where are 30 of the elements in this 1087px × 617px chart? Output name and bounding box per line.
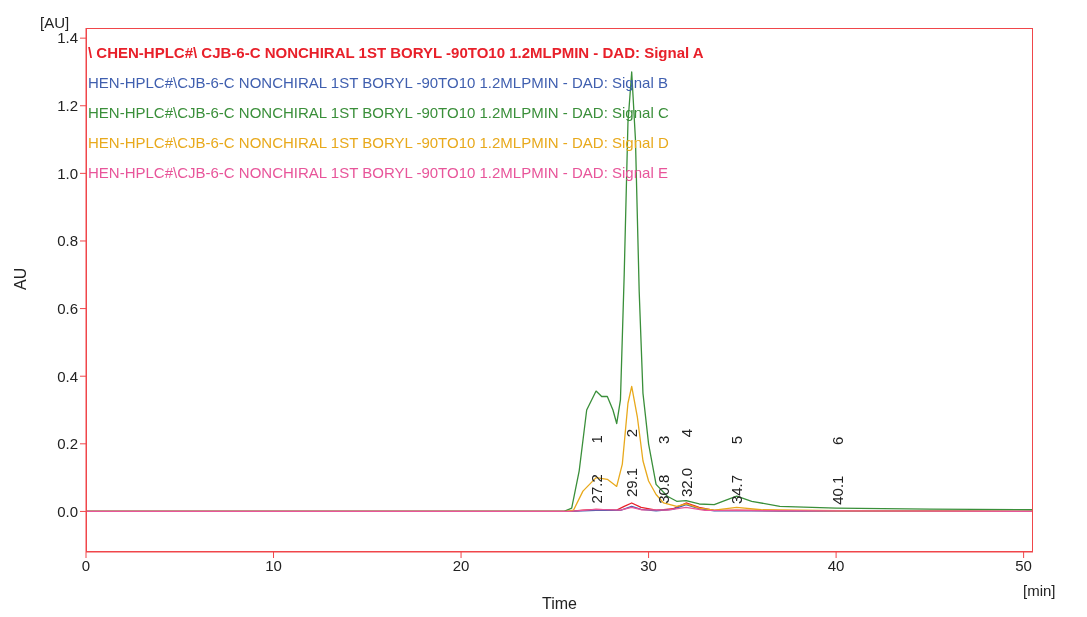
annotation: 27.2 [587,474,605,504]
annotation: 32.0 [677,467,695,497]
annotation: 40.1 [829,475,847,505]
annotation: 29.1 [623,467,641,497]
annotation: 4 [677,428,695,438]
y-axis-title: AU [11,267,29,290]
y-tick-label: 1.0 [57,164,78,182]
annotation: 5 [728,435,746,445]
text: [AU] [40,14,70,31]
annotation: 30.8 [655,474,673,504]
y-tick-label: 0.8 [57,232,78,250]
annotation: 3 [655,435,673,444]
x-tick-label: 40 [827,556,845,574]
annotation: 34.7 [728,474,746,505]
x-tick-label: 0 [81,556,91,574]
text: [min] [1023,582,1056,599]
y-tick-label: 0.6 [57,299,78,317]
x-tick-label: 30 [640,556,657,574]
annotation: 2 [623,428,641,438]
text: \ CHEN-HPLC#\ CJB-6-C NONCHIRAL 1ST BORYL -90TO10 1.2MLPMIN - DAD: Signal A [88,43,704,63]
y-tick-label: 0.4 [57,367,78,385]
x-tick-label: 20 [452,556,470,574]
annotation: 6 [829,436,847,445]
y-tick-label: 0.2 [57,435,78,453]
y-tick-label: 1.2 [57,97,78,115]
annotation: 1 [587,435,605,444]
x-tick-label: 50 [1015,556,1032,574]
x-axis-title: Time [542,595,578,612]
x-tick-label: 10 [265,556,282,574]
y-tick-label: 0.0 [57,502,78,520]
